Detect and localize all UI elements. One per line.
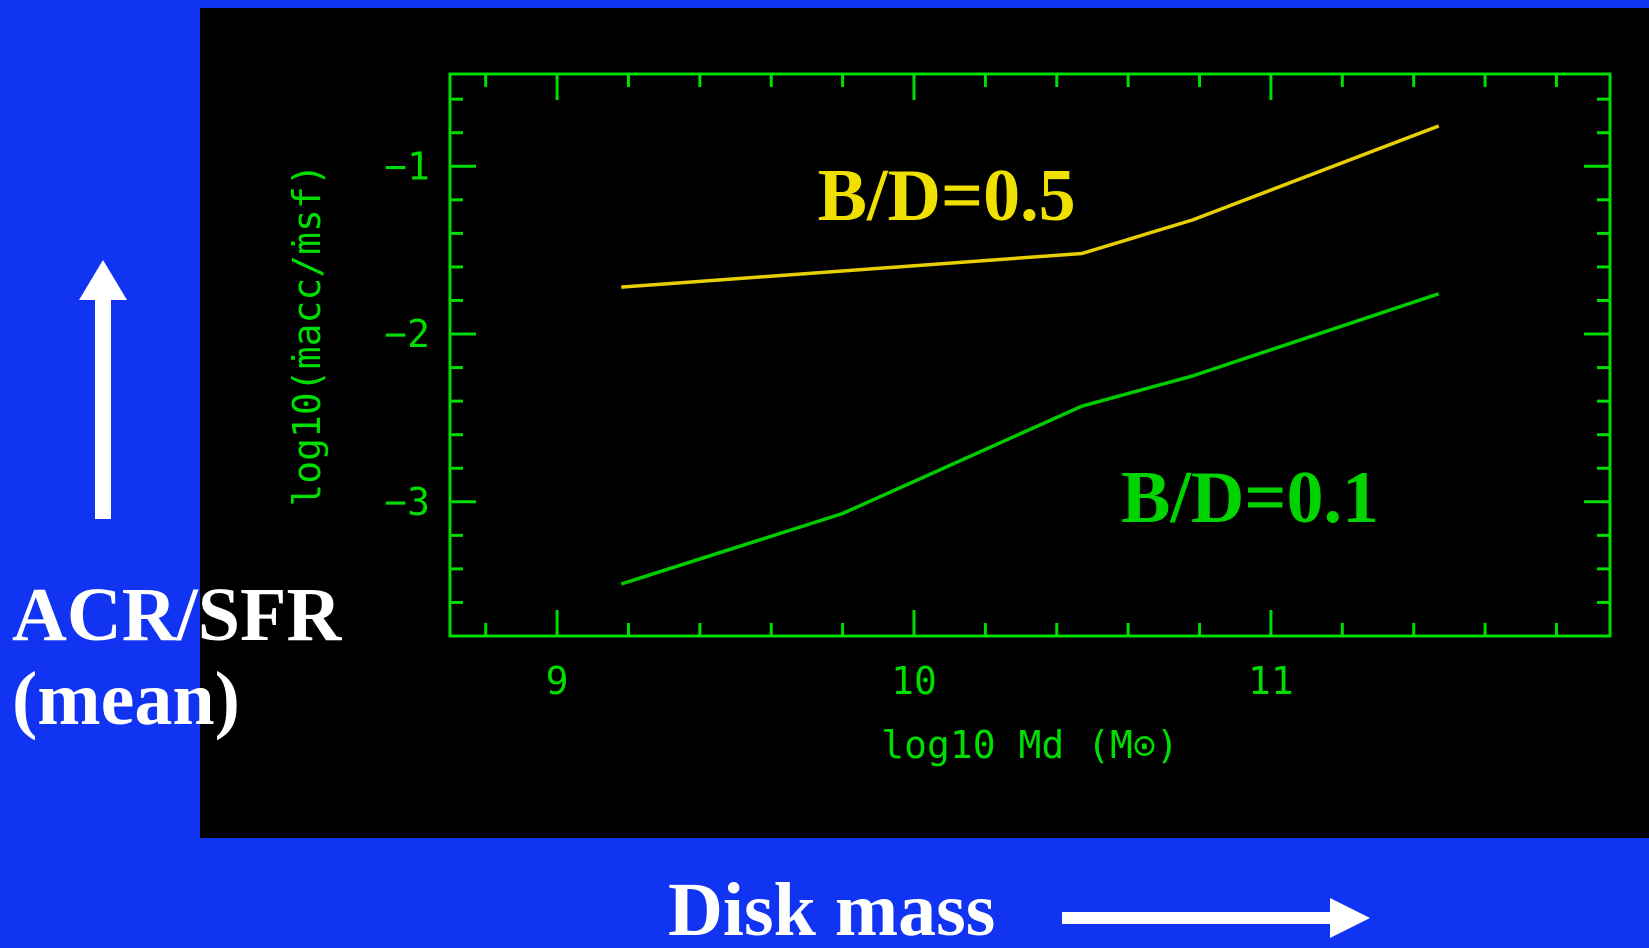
annotation-label-0: B/D=0.5 <box>818 155 1076 237</box>
series-line-0 <box>621 124 1440 289</box>
chart-svg: 9 10 11 −1 −2 −3 log10 Md (M⊙) log10(ṁacc/ṁsf) B… <box>285 72 1612 767</box>
x-caption: Disk mass <box>668 868 996 948</box>
y-caption-line2: (mean) <box>12 657 240 741</box>
y-tick-label: −3 <box>384 480 430 524</box>
y-caption-line1: ACR/SFR <box>12 573 342 657</box>
x-tick-label: 10 <box>891 659 937 703</box>
arrow-right-icon <box>1062 898 1370 938</box>
plot-panel: 9 10 11 −1 −2 −3 log10 Md (M⊙) log10(ṁacc/ṁsf) B… <box>200 8 1649 838</box>
x-tick-label: 11 <box>1248 659 1294 703</box>
annotation-label-1: B/D=0.1 <box>1121 457 1379 539</box>
plot-frame <box>448 72 1612 638</box>
y-tick-label: −2 <box>384 312 430 356</box>
x-tick-label: 9 <box>546 659 569 703</box>
x-axis-title: log10 Md (M⊙) <box>881 723 1178 767</box>
y-tick-label: −1 <box>384 144 430 188</box>
y-axis-title: log10(ṁacc/ṁsf) <box>285 163 329 506</box>
series-line-1 <box>620 292 1440 586</box>
arrow-up-icon <box>79 260 127 519</box>
